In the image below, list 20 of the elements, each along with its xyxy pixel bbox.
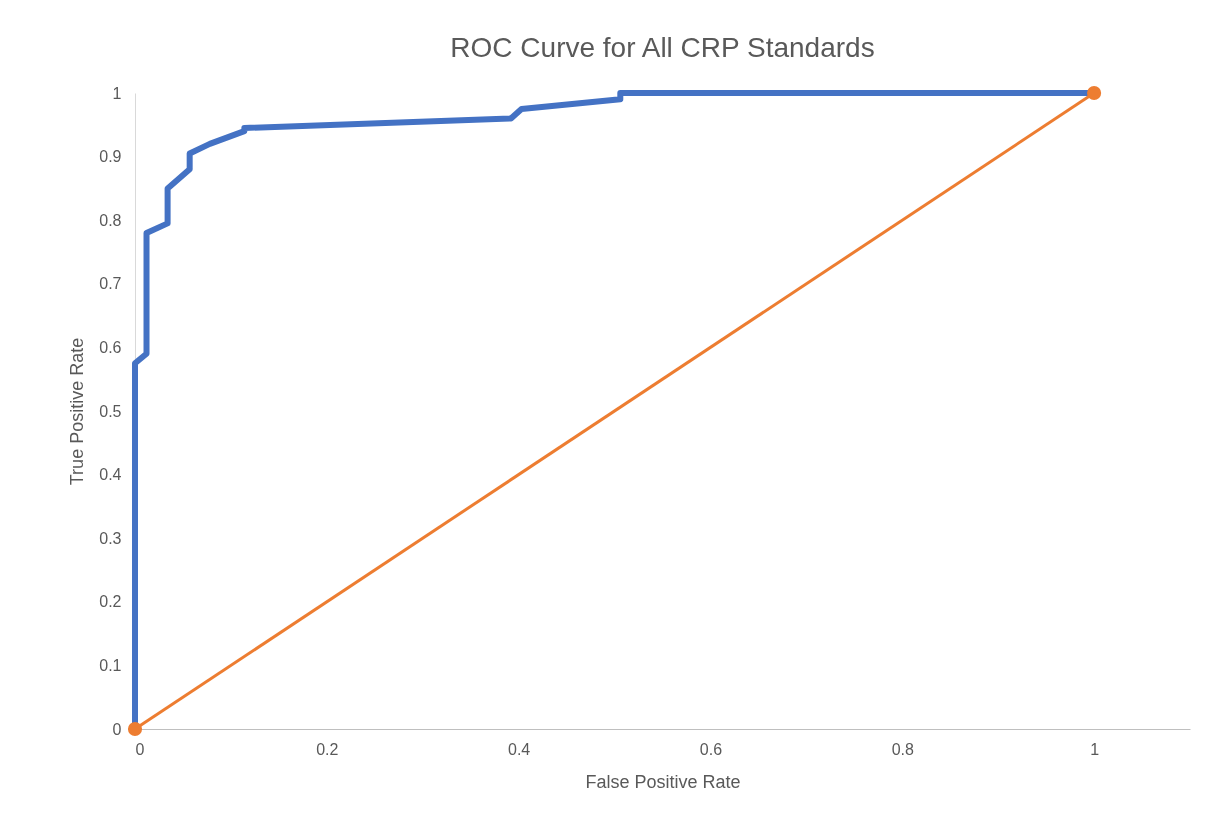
y-tick-label: 0.1	[99, 656, 122, 674]
chart-title: ROC Curve for All CRP Standards	[450, 32, 875, 63]
y-tick-label: 0	[112, 720, 122, 738]
y-tick-label: 0.6	[99, 338, 122, 356]
x-tick-label: 0	[135, 740, 145, 758]
y-tick-label: 0.5	[99, 402, 122, 420]
x-axis-title: False Positive Rate	[585, 771, 741, 792]
y-tick-label: 1	[112, 84, 122, 102]
x-tick-label: 0.2	[316, 740, 339, 758]
y-tick-label: 0.7	[99, 275, 122, 293]
y-tick-label: 0.4	[99, 466, 122, 484]
y-tick-label: 0.8	[99, 211, 122, 229]
y-tick-label: 0.2	[99, 593, 122, 611]
x-tick-label: 0.8	[891, 740, 914, 758]
y-tick-label: 0.9	[99, 148, 122, 166]
x-tick-label: 0.4	[508, 740, 531, 758]
y-tick-label: 0.3	[99, 529, 122, 547]
y-axis-title: True Positive Rate	[67, 337, 88, 486]
x-tick-label: 1	[1090, 740, 1100, 758]
x-tick-label: 0.6	[699, 740, 723, 758]
